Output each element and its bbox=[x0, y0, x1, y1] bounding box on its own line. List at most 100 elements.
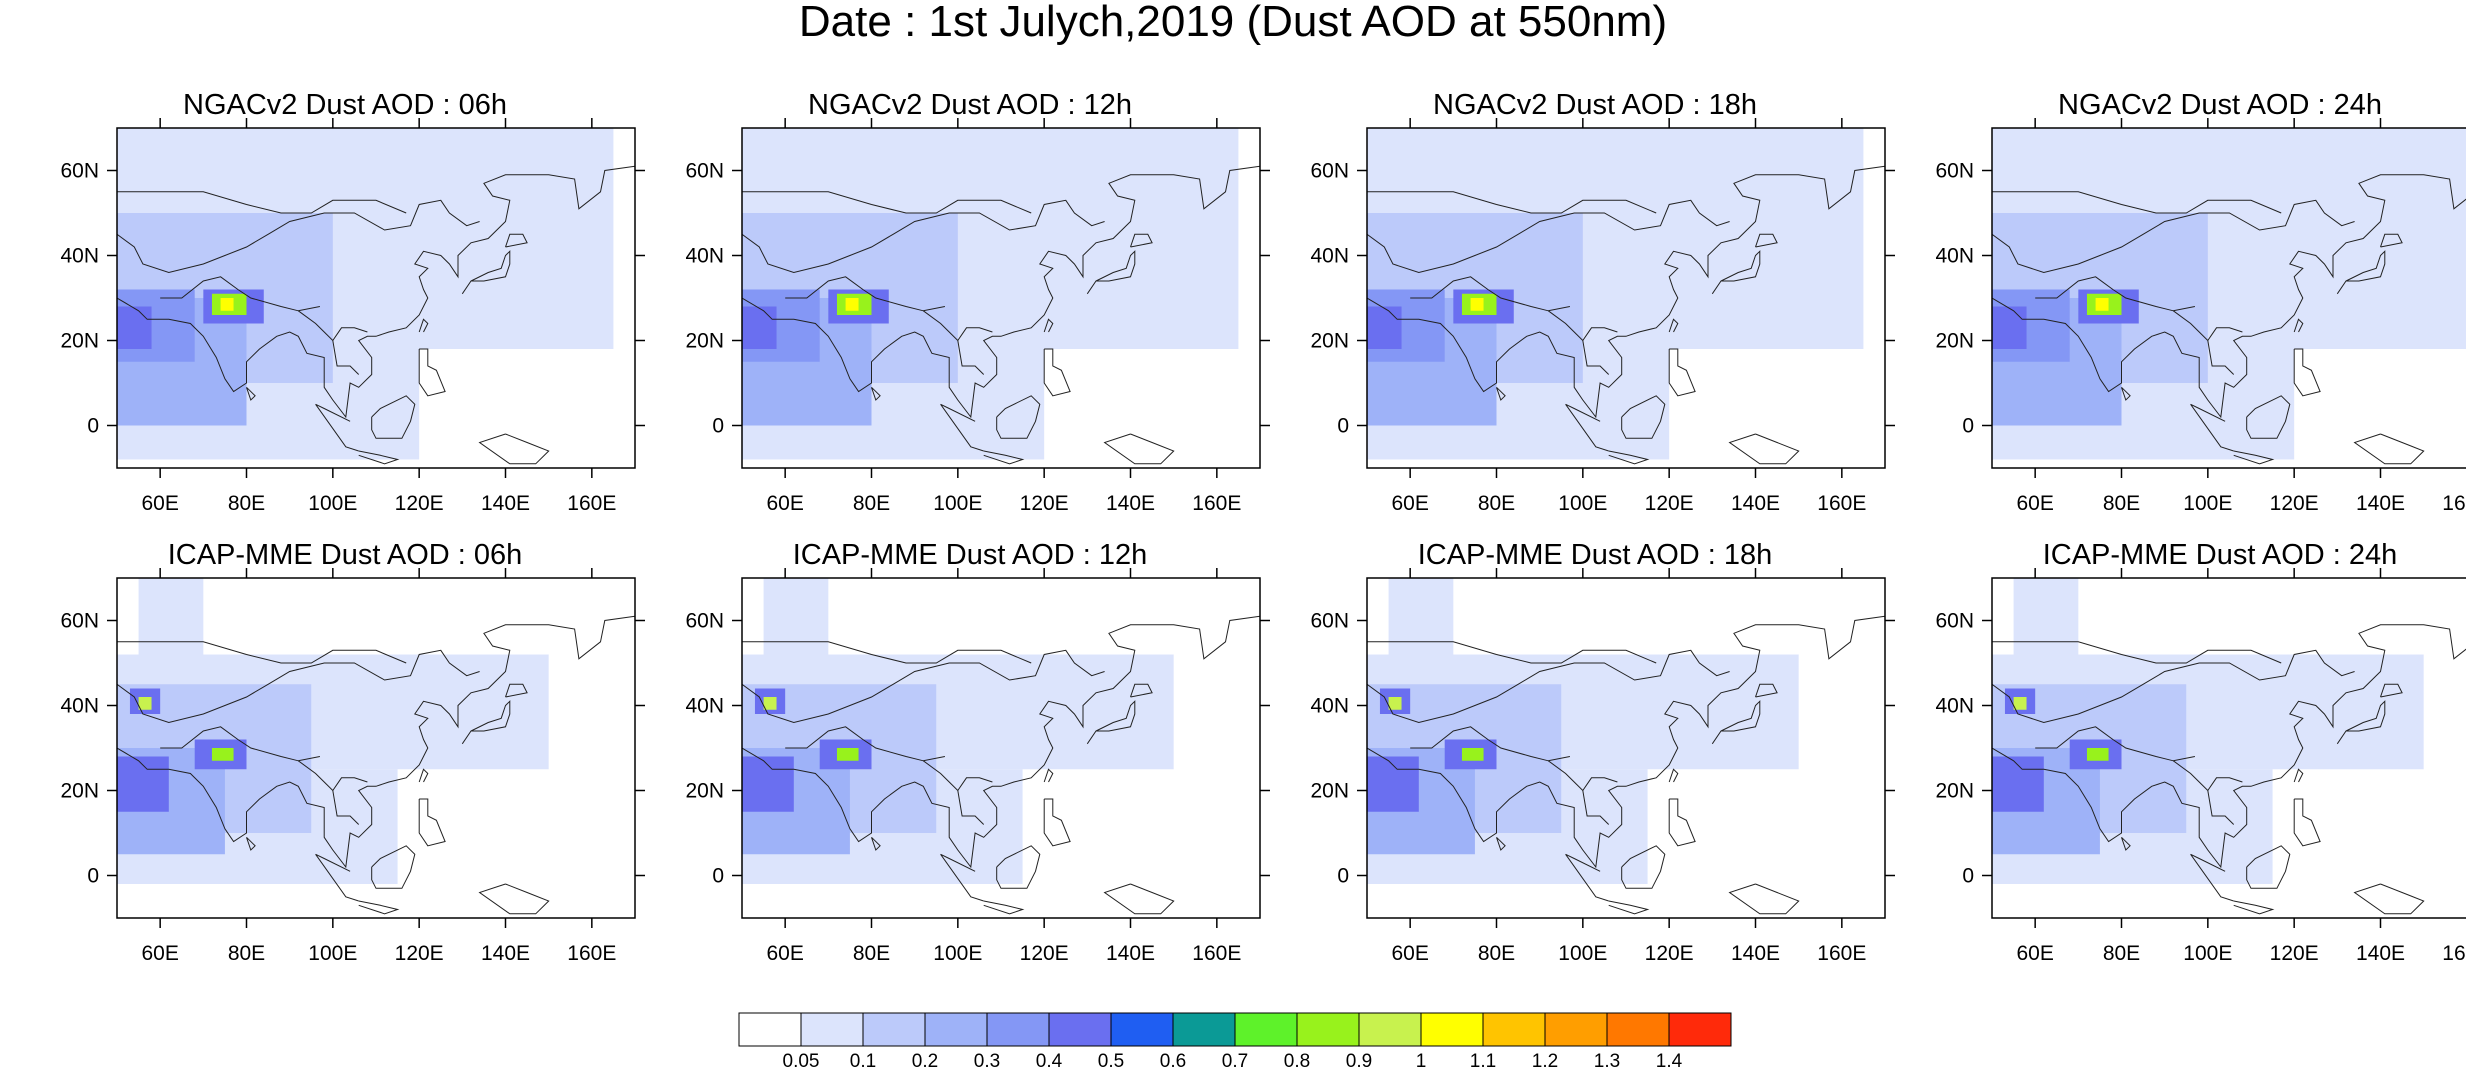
coastline bbox=[1565, 853, 1609, 902]
lat-tick-label: 0 bbox=[712, 415, 724, 438]
lon-tick-label: 140E bbox=[481, 492, 530, 515]
map-panel: ICAP-MME Dust AOD : 12h 60E 80E 100E 120E 140… bbox=[680, 538, 1270, 1028]
lon-tick-label: 140E bbox=[1106, 492, 1155, 515]
lon-tick-label: 140E bbox=[1106, 942, 1155, 965]
map-panel: ICAP-MME Dust AOD : 24h 60E 80E 100E 120E 140… bbox=[1930, 538, 2466, 1028]
coastline bbox=[2293, 798, 2321, 847]
map-frame bbox=[116, 127, 636, 469]
coastline bbox=[2246, 845, 2291, 889]
panel-title: NGACv2 Dust AOD : 24h bbox=[2058, 89, 2382, 121]
lat-tick-label: 20N bbox=[60, 780, 99, 803]
coastline bbox=[742, 199, 1105, 274]
coastline bbox=[246, 836, 256, 851]
lon-tick-label: 100E bbox=[2183, 492, 2232, 515]
coastline bbox=[478, 433, 550, 465]
lat-tick-label: 40N bbox=[60, 695, 99, 718]
colorbar-box bbox=[1234, 1012, 1298, 1047]
lon-tick-label: 100E bbox=[2183, 942, 2232, 965]
coastline bbox=[2035, 726, 2195, 762]
coastline bbox=[2353, 433, 2425, 465]
coastline bbox=[117, 191, 407, 214]
colorbar-label: 0.1 bbox=[850, 1051, 876, 1068]
coastline bbox=[1992, 649, 2355, 724]
coastline bbox=[871, 836, 881, 851]
lon-tick-label: 120E bbox=[2270, 492, 2319, 515]
coastline bbox=[2293, 768, 2304, 783]
coastline bbox=[1086, 250, 1136, 295]
coastline bbox=[2173, 310, 2235, 375]
aod-shading-patch bbox=[845, 298, 859, 311]
lon-tick-label: 160E bbox=[2442, 492, 2466, 515]
map-plot: 60E 80E 100E 120E 140E 160E 60N 40N 20N 0 bbox=[1935, 118, 2466, 515]
coastline bbox=[2293, 318, 2304, 333]
lat-tick-label: 60N bbox=[60, 610, 99, 633]
coastline bbox=[1043, 318, 1054, 333]
aod-field bbox=[117, 128, 635, 465]
lon-tick-label: 100E bbox=[308, 492, 357, 515]
coastline bbox=[1043, 798, 1071, 847]
colorbar-box bbox=[1172, 1012, 1236, 1047]
lat-tick-label: 40N bbox=[685, 695, 724, 718]
aod-shading-patch bbox=[1992, 306, 2027, 349]
coastline bbox=[2233, 450, 2275, 465]
lon-tick-label: 100E bbox=[1558, 492, 1607, 515]
coastline bbox=[371, 395, 416, 439]
coastline bbox=[117, 615, 635, 869]
coastline bbox=[1582, 327, 1618, 341]
lat-tick-label: 20N bbox=[1935, 780, 1974, 803]
coastline bbox=[2380, 233, 2403, 248]
coastline bbox=[1565, 403, 1609, 452]
coastline bbox=[742, 649, 1105, 724]
lon-tick-label: 120E bbox=[1020, 492, 1069, 515]
coastline bbox=[2336, 700, 2386, 745]
lon-tick-label: 120E bbox=[1020, 942, 1069, 965]
colorbar-box bbox=[862, 1012, 926, 1047]
map-panel: NGACv2 Dust AOD : 24h 60E 80E 100E 120E 140E 1… bbox=[1930, 88, 2466, 578]
coastline bbox=[1711, 700, 1761, 745]
coastline bbox=[2336, 250, 2386, 295]
map-frame bbox=[116, 577, 636, 919]
lon-tick-label: 80E bbox=[228, 942, 265, 965]
coastline bbox=[785, 276, 945, 312]
colorbar-box bbox=[1606, 1012, 1670, 1047]
coastline bbox=[1496, 836, 1506, 851]
colorbar-box bbox=[924, 1012, 988, 1047]
map-frame bbox=[1366, 127, 1886, 469]
lon-tick-label: 80E bbox=[853, 942, 890, 965]
coastline bbox=[1711, 250, 1761, 295]
lon-tick-label: 60E bbox=[1391, 492, 1428, 515]
coastline bbox=[940, 853, 984, 902]
coastline bbox=[358, 450, 400, 465]
panel-title: NGACv2 Dust AOD : 18h bbox=[1433, 89, 1757, 121]
lat-tick-label: 40N bbox=[1935, 245, 1974, 268]
colorbar-label: 1.2 bbox=[1532, 1051, 1558, 1068]
lat-tick-label: 60N bbox=[1310, 610, 1349, 633]
coastline bbox=[2190, 403, 2234, 452]
coastline bbox=[160, 726, 320, 762]
lon-tick-label: 80E bbox=[228, 492, 265, 515]
coastline bbox=[1130, 683, 1153, 698]
aod-field bbox=[117, 578, 635, 915]
aod-shading-patch bbox=[1461, 748, 1484, 761]
coastline bbox=[957, 777, 993, 791]
lat-tick-label: 40N bbox=[60, 245, 99, 268]
lon-tick-label: 60E bbox=[141, 492, 178, 515]
coastline bbox=[2353, 883, 2425, 915]
lon-tick-label: 100E bbox=[308, 942, 357, 965]
map-panel: NGACv2 Dust AOD : 06h 60E 80E 100E 120E 140E 1… bbox=[55, 88, 645, 578]
lon-tick-label: 80E bbox=[853, 492, 890, 515]
colorbar-label: 1.3 bbox=[1594, 1051, 1620, 1068]
map-frame bbox=[1366, 577, 1886, 919]
coastline bbox=[332, 327, 368, 341]
lat-tick-label: 60N bbox=[685, 610, 724, 633]
lat-tick-label: 40N bbox=[1310, 245, 1349, 268]
coastline bbox=[1103, 883, 1175, 915]
lon-tick-label: 120E bbox=[395, 942, 444, 965]
lon-tick-label: 60E bbox=[2016, 942, 2053, 965]
colorbar-label: 1 bbox=[1416, 1051, 1427, 1068]
coastline bbox=[996, 395, 1041, 439]
lon-tick-label: 100E bbox=[933, 492, 982, 515]
colorbar-label: 0.4 bbox=[1036, 1051, 1063, 1068]
panel-title: ICAP-MME Dust AOD : 12h bbox=[792, 539, 1148, 571]
colorbar-label: 0.05 bbox=[783, 1051, 820, 1068]
